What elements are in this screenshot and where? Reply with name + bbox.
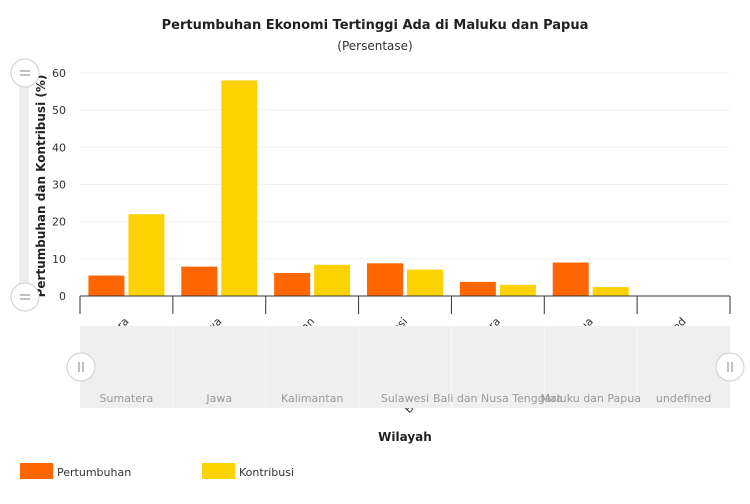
- horizontal-scrollbar[interactable]: [80, 326, 730, 408]
- gridlines: [80, 72, 730, 260]
- bar-kontribusi-0: [128, 214, 165, 296]
- bar-kontribusi-4: [499, 284, 536, 296]
- chart-subtitle: (Persentase): [337, 39, 412, 53]
- y-tick-label: 20: [52, 216, 66, 229]
- navigator-category-label: Sumatera: [100, 392, 154, 405]
- drag-handle-icon: [727, 362, 733, 372]
- bar-kontribusi-1: [221, 80, 258, 296]
- bar-pertumbuhan-2: [274, 272, 311, 296]
- y-tick-label: 50: [52, 104, 66, 117]
- legend-swatch-kontribusi: [202, 463, 235, 479]
- y-axis-title: Pertumbuhan dan Kontribusi (%): [34, 75, 48, 298]
- navigator-category-label: Sulawesi: [381, 392, 429, 405]
- navigator-category-label: Jawa: [205, 392, 232, 405]
- drag-handle-right[interactable]: [715, 352, 745, 382]
- y-axis-ticks: 0 10 20 30 40 50 60: [52, 67, 66, 303]
- bar-kontribusi-5: [592, 287, 629, 296]
- navigator-category-label: undefined: [656, 392, 711, 405]
- y-tick-label: 30: [52, 179, 66, 192]
- vertical-scrollbar[interactable]: [19, 72, 29, 298]
- navigator-category-label: Bali dan Nusa Tenggara: [433, 392, 563, 405]
- drag-handle-top[interactable]: [10, 58, 40, 88]
- y-tick-label: 10: [52, 253, 66, 266]
- bar-kontribusi-3: [407, 269, 443, 296]
- bar-pertumbuhan-1: [181, 266, 218, 296]
- legend: Pertumbuhan Kontribusi: [20, 463, 294, 479]
- y-tick-label: 60: [52, 67, 66, 80]
- navigator-category-label: Maluku dan Papua: [540, 392, 641, 405]
- chart-title: Pertumbuhan Ekonomi Tertinggi Ada di Mal…: [162, 18, 589, 33]
- legend-label-kontribusi: Kontribusi: [239, 466, 294, 479]
- bar-pertumbuhan-5: [552, 262, 589, 296]
- y-tick-label: 40: [52, 141, 66, 154]
- drag-handle-left[interactable]: [66, 352, 96, 382]
- x-axis-title: Wilayah: [378, 430, 432, 444]
- navigator-category-label: Kalimantan: [281, 392, 343, 405]
- drag-handle-bottom[interactable]: [10, 282, 40, 312]
- bars: [88, 80, 629, 296]
- bar-pertumbuhan-3: [367, 263, 403, 296]
- bar-pertumbuhan-4: [459, 281, 496, 296]
- drag-handle-icon: [78, 362, 84, 372]
- bar-pertumbuhan-0: [88, 275, 125, 296]
- navigator-labels: Sumatera Jawa Kalimantan Sulawesi Bali dan N…: [100, 326, 711, 408]
- legend-label-pertumbuhan: Pertumbuhan: [57, 466, 131, 479]
- bar-kontribusi-2: [314, 264, 351, 296]
- legend-swatch-pertumbuhan: [20, 463, 53, 479]
- y-tick-label: 0: [59, 290, 66, 303]
- drag-handle-icon: [20, 294, 30, 300]
- drag-handle-icon: [20, 70, 30, 76]
